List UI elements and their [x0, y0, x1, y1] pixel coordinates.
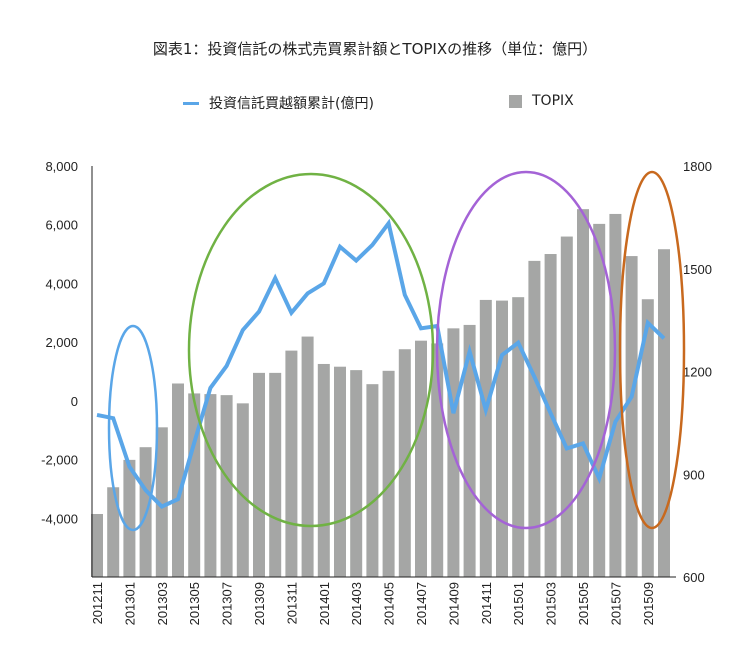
- legend-label-line: 投資信託買越額累計(億円): [209, 96, 374, 112]
- bar-201407: [415, 340, 427, 577]
- legend-label-bar: TOPIX: [532, 93, 574, 109]
- legend-item-line: 投資信託買越額累計(億円): [183, 93, 374, 113]
- bar-201304: [172, 383, 184, 577]
- bar-201401: [317, 363, 330, 577]
- x-tick-label: 201301: [122, 582, 137, 625]
- bar-201510: [658, 249, 670, 578]
- legend: 投資信託買越額累計(億円) TOPIX: [0, 93, 750, 113]
- bar-201509: [641, 299, 654, 577]
- left-tick-label: 0: [71, 394, 78, 409]
- bar-201504: [560, 236, 573, 577]
- x-tick-label: 201507: [608, 582, 623, 625]
- right-tick-label: 600: [683, 570, 705, 585]
- bar-201404: [366, 384, 379, 577]
- x-tick-label: 201303: [155, 582, 170, 625]
- x-tick-label: 201407: [414, 582, 429, 625]
- left-tick-label: 2,000: [45, 335, 78, 350]
- annotation-ellipse-3: [435, 170, 617, 530]
- x-tick-label: 201309: [252, 582, 267, 625]
- x-tick-label: 201505: [576, 582, 591, 625]
- line-series-investment-trust: [96, 218, 666, 509]
- left-tick-label: 4,000: [45, 276, 78, 291]
- x-tick-label: 201503: [544, 582, 559, 625]
- left-tick-label: 6,000: [45, 218, 78, 233]
- bar-201211: [91, 513, 103, 577]
- bar-201403: [350, 370, 363, 577]
- x-tick-label: 201311: [284, 582, 299, 624]
- bar-201306: [204, 394, 217, 577]
- legend-item-bar: TOPIX: [509, 93, 574, 109]
- bar-201212: [107, 487, 120, 577]
- x-tick-label: 201401: [317, 582, 332, 625]
- x-tick-label: 201403: [349, 582, 364, 625]
- bar-201308: [236, 403, 249, 577]
- annotation-ellipse-1: [107, 324, 159, 532]
- left-tick-label: -4,000: [41, 511, 78, 526]
- bar-201312: [301, 336, 314, 577]
- bar-201410: [463, 324, 476, 577]
- x-tick-label: 201305: [187, 582, 202, 625]
- legend-bar-swatch: [509, 94, 522, 108]
- right-tick-label: 900: [683, 467, 705, 482]
- right-tick-label: 1200: [683, 365, 712, 380]
- x-tick-label: 201509: [641, 582, 656, 625]
- bar-201411: [479, 299, 492, 577]
- bar-201307: [220, 395, 233, 577]
- bar-201412: [496, 300, 508, 577]
- right-tick-label: 1500: [683, 262, 712, 277]
- annotation-ellipse-2: [187, 172, 435, 528]
- annotation-ellipse-4: [618, 170, 686, 530]
- x-tick-label: 201411: [479, 582, 494, 624]
- bar-201402: [334, 366, 346, 577]
- bar-201310: [269, 372, 282, 577]
- chart-title: 図表1：投資信託の株式売買累計額とTOPIXの推移（単位：億円）: [152, 40, 598, 58]
- bar-201303: [155, 427, 168, 577]
- x-tick-label: 201409: [446, 582, 461, 625]
- bar-201405: [382, 370, 395, 577]
- bar-201301: [123, 459, 136, 577]
- left-tick-label: 8,000: [45, 159, 78, 174]
- bar-201309: [253, 372, 265, 577]
- x-tick-label: 201211: [90, 582, 105, 624]
- right-tick-label: 1800: [683, 159, 712, 174]
- x-tick-label: 201405: [382, 582, 397, 625]
- legend-line-swatch: [183, 101, 199, 105]
- bar-201311: [285, 350, 298, 577]
- bar-201502: [528, 260, 541, 577]
- x-tick-label: 201501: [511, 582, 526, 625]
- x-tick-label: 201307: [220, 582, 235, 625]
- bar-201506: [593, 223, 606, 577]
- left-tick-label: -2,000: [41, 453, 78, 468]
- bar-201505: [577, 209, 589, 577]
- bar-201508: [625, 256, 638, 577]
- bar-201501: [512, 297, 525, 577]
